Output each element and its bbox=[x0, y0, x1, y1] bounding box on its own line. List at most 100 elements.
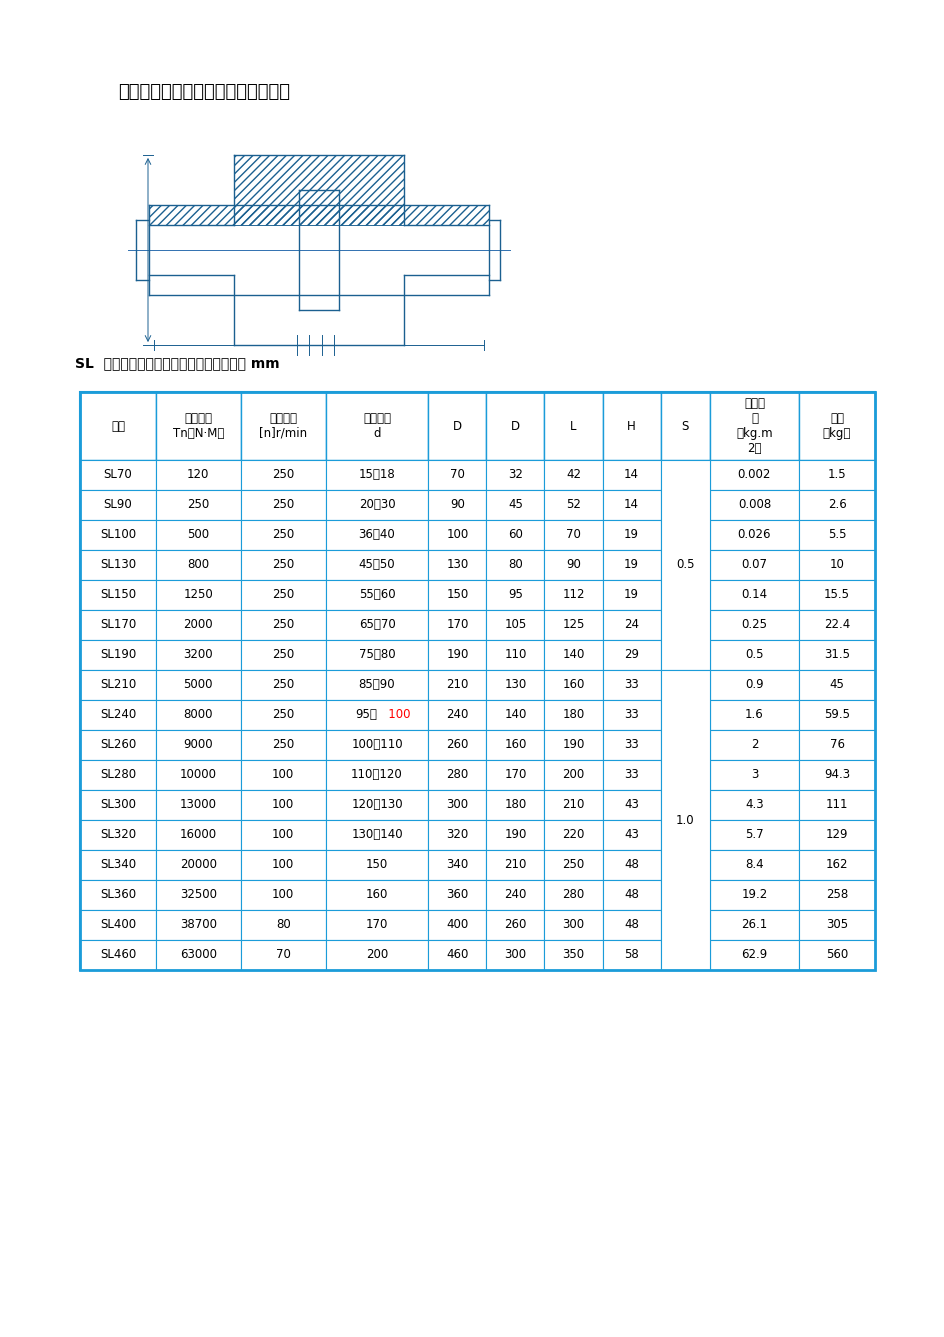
Bar bbox=[241, 730, 326, 759]
Text: 62.9: 62.9 bbox=[740, 948, 767, 961]
Text: 32500: 32500 bbox=[179, 889, 216, 901]
Text: 400: 400 bbox=[446, 919, 468, 932]
Text: SL  型十字滑块联轴器基本参数和主要尺寸 mm: SL 型十字滑块联轴器基本参数和主要尺寸 mm bbox=[75, 356, 279, 370]
Bar bbox=[241, 940, 326, 971]
Bar bbox=[428, 730, 486, 759]
Bar bbox=[602, 610, 660, 640]
Bar bbox=[799, 392, 874, 460]
Text: 320: 320 bbox=[446, 829, 468, 841]
Text: 240: 240 bbox=[504, 889, 526, 901]
Text: 32: 32 bbox=[508, 468, 522, 481]
Text: 22.4: 22.4 bbox=[823, 619, 850, 631]
Bar bbox=[428, 940, 486, 971]
Text: 8000: 8000 bbox=[183, 709, 213, 722]
Text: 110～120: 110～120 bbox=[351, 769, 402, 782]
Bar bbox=[326, 820, 428, 850]
Bar bbox=[428, 910, 486, 940]
Text: 250: 250 bbox=[562, 858, 584, 872]
Text: SL210: SL210 bbox=[100, 678, 136, 691]
Text: SL190: SL190 bbox=[100, 648, 136, 662]
Text: 52: 52 bbox=[565, 499, 581, 512]
Text: 85～90: 85～90 bbox=[359, 678, 395, 691]
Bar bbox=[709, 850, 799, 880]
Text: 180: 180 bbox=[562, 709, 584, 722]
Text: 280: 280 bbox=[446, 769, 468, 782]
Text: 26.1: 26.1 bbox=[740, 919, 767, 932]
Text: 24: 24 bbox=[623, 619, 638, 631]
Text: 250: 250 bbox=[187, 499, 210, 512]
Bar bbox=[709, 940, 799, 971]
Bar bbox=[428, 880, 486, 910]
Bar bbox=[799, 460, 874, 489]
Text: 100: 100 bbox=[272, 829, 294, 841]
Text: 100: 100 bbox=[272, 798, 294, 812]
Text: 250: 250 bbox=[272, 588, 294, 602]
Bar bbox=[486, 730, 544, 759]
Text: 45～50: 45～50 bbox=[359, 559, 395, 571]
Bar bbox=[428, 670, 486, 701]
Text: 0.25: 0.25 bbox=[741, 619, 767, 631]
Text: 260: 260 bbox=[504, 919, 526, 932]
Bar bbox=[428, 610, 486, 640]
Text: 13000: 13000 bbox=[179, 798, 216, 812]
Text: 75～80: 75～80 bbox=[359, 648, 395, 662]
Bar bbox=[156, 790, 241, 820]
Text: 250: 250 bbox=[272, 648, 294, 662]
Bar bbox=[709, 610, 799, 640]
Text: 95: 95 bbox=[508, 588, 522, 602]
Bar bbox=[544, 489, 602, 520]
Bar bbox=[80, 580, 156, 610]
Bar bbox=[80, 790, 156, 820]
Text: 2.6: 2.6 bbox=[827, 499, 846, 512]
Text: 100: 100 bbox=[272, 889, 294, 901]
Bar bbox=[80, 392, 156, 460]
Bar bbox=[241, 910, 326, 940]
Text: 350: 350 bbox=[562, 948, 584, 961]
Text: SL360: SL360 bbox=[100, 889, 136, 901]
Text: 170: 170 bbox=[504, 769, 526, 782]
Text: 3200: 3200 bbox=[183, 648, 213, 662]
Bar bbox=[80, 460, 156, 489]
Bar bbox=[326, 489, 428, 520]
Text: 36～40: 36～40 bbox=[359, 528, 395, 541]
Text: 140: 140 bbox=[562, 648, 584, 662]
Text: 120: 120 bbox=[187, 468, 210, 481]
Bar bbox=[156, 580, 241, 610]
Text: 63000: 63000 bbox=[179, 948, 216, 961]
Bar bbox=[602, 850, 660, 880]
Text: 14: 14 bbox=[623, 468, 638, 481]
Text: SL280: SL280 bbox=[100, 769, 136, 782]
Bar bbox=[156, 610, 241, 640]
Text: 210: 210 bbox=[446, 678, 468, 691]
Text: 210: 210 bbox=[562, 798, 584, 812]
Bar bbox=[602, 790, 660, 820]
Bar bbox=[602, 520, 660, 550]
Text: 129: 129 bbox=[825, 829, 848, 841]
Bar bbox=[156, 759, 241, 790]
Bar bbox=[602, 910, 660, 940]
Bar bbox=[428, 550, 486, 580]
Bar bbox=[156, 550, 241, 580]
Bar bbox=[80, 730, 156, 759]
Bar bbox=[544, 820, 602, 850]
Bar bbox=[241, 850, 326, 880]
Bar bbox=[326, 460, 428, 489]
Text: 190: 190 bbox=[562, 738, 584, 751]
Bar bbox=[241, 392, 326, 460]
Bar bbox=[326, 580, 428, 610]
Text: 190: 190 bbox=[504, 829, 526, 841]
Bar bbox=[544, 790, 602, 820]
Text: 90: 90 bbox=[449, 499, 464, 512]
Text: 100～110: 100～110 bbox=[351, 738, 402, 751]
Text: 33: 33 bbox=[624, 709, 638, 722]
Bar bbox=[544, 392, 602, 460]
Bar bbox=[709, 489, 799, 520]
Bar bbox=[486, 880, 544, 910]
Text: 60: 60 bbox=[508, 528, 522, 541]
Text: SL340: SL340 bbox=[100, 858, 136, 872]
Bar bbox=[80, 850, 156, 880]
Bar bbox=[486, 940, 544, 971]
Bar bbox=[428, 392, 486, 460]
Text: 162: 162 bbox=[825, 858, 848, 872]
Text: 111: 111 bbox=[825, 798, 848, 812]
